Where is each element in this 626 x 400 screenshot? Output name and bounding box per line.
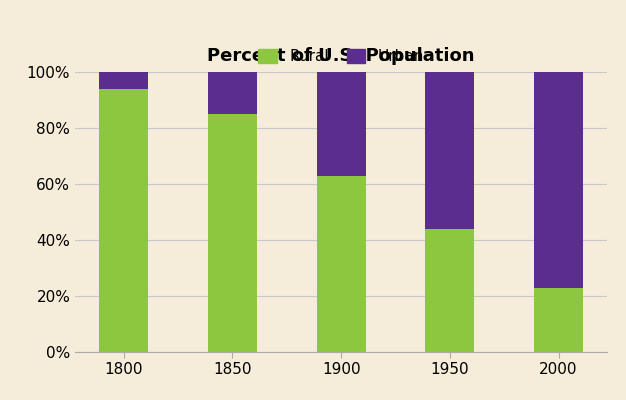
Bar [100,72,148,89]
Bar [534,288,583,352]
Legend: Rural, Urban: Rural, Urban [252,43,430,70]
Bar [426,72,475,229]
Bar [317,176,366,352]
Bar [100,89,148,352]
Bar [208,114,257,352]
Bar [208,72,257,114]
Title: Percent of U.S. Population: Percent of U.S. Population [207,47,475,65]
Bar [534,72,583,288]
Bar [317,72,366,176]
Bar [426,229,475,352]
